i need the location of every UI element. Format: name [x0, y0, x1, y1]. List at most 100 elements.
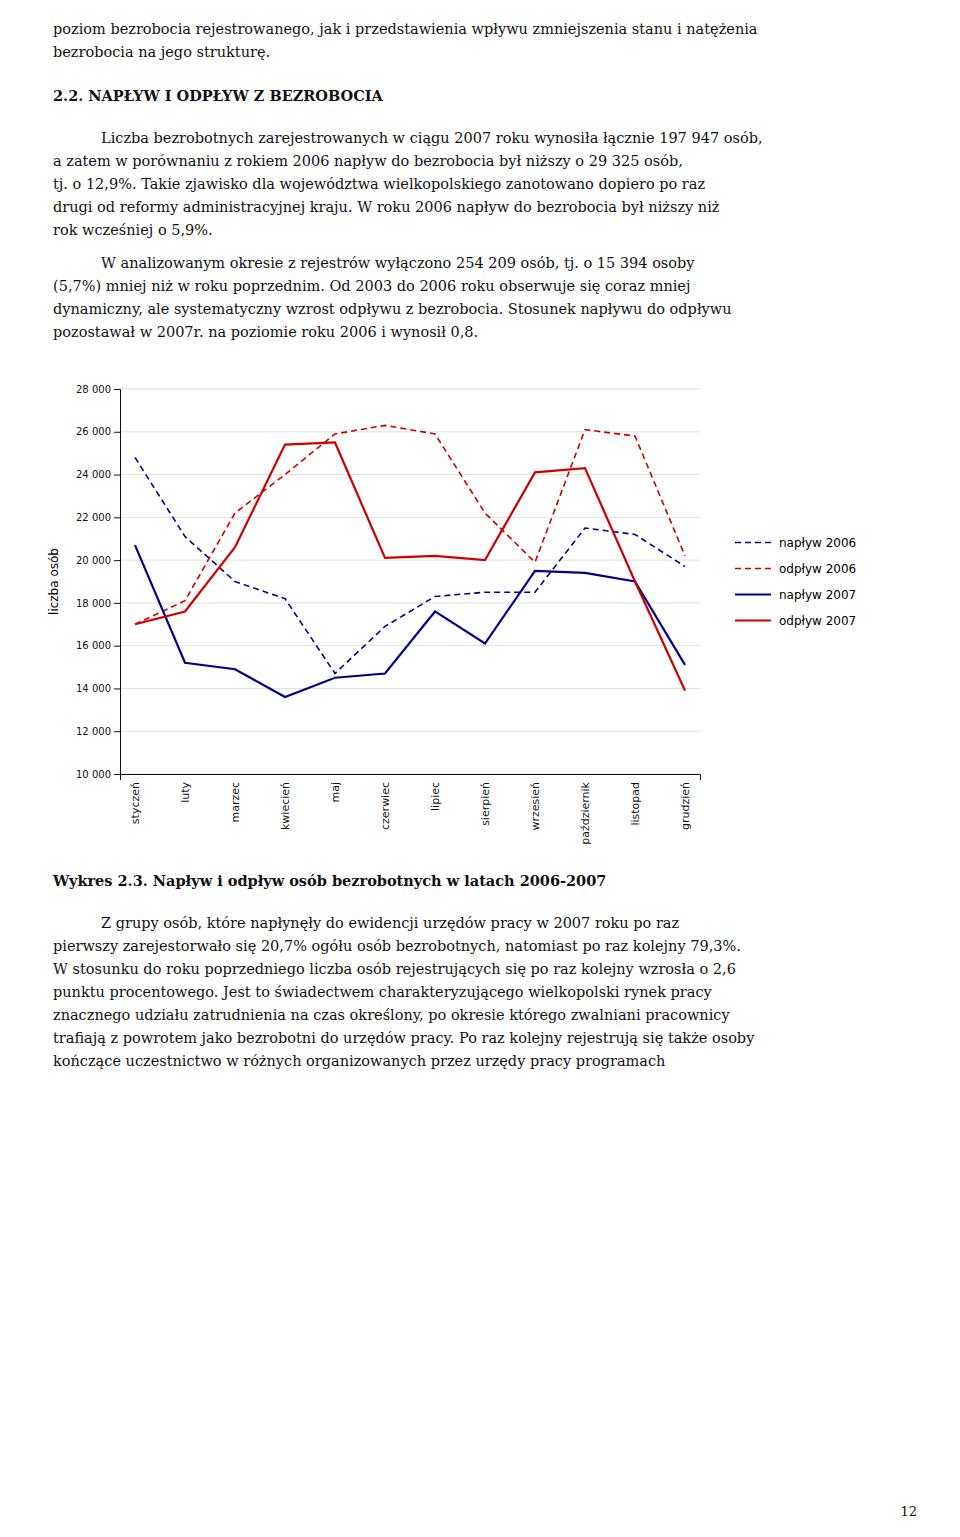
body-line: kończące uczestnictwo w różnych organizo…	[53, 1050, 920, 1073]
x-tick: lipiec	[429, 782, 442, 811]
body-line: trafiają z powrotem jako bezrobotni do u…	[53, 1027, 920, 1050]
body-line: bezrobocia na jego strukturę.	[53, 41, 920, 64]
body-line: rok wcześniej o 5,9%.	[53, 219, 920, 242]
y-tick-mark	[114, 517, 120, 518]
legend-entry: napływ 2006	[735, 536, 856, 550]
legend-entry: napływ 2007	[735, 588, 856, 602]
body-line: znacznego udziału zatrudnienia na czas o…	[53, 1004, 920, 1027]
body-line: W analizowanym okresie z rejestrów wyłąc…	[53, 252, 920, 275]
x-tick: styczeń	[129, 782, 142, 824]
legend-entry: odpływ 2007	[735, 614, 856, 628]
grid-line	[120, 431, 700, 432]
x-tick: listopad	[629, 782, 642, 826]
body-line: Z grupy osób, które napłynęły do ewidenc…	[53, 912, 920, 935]
body-line: W stosunku do roku poprzedniego liczba o…	[53, 958, 920, 981]
y-tick-mark	[114, 731, 120, 732]
y-tick: 10 000	[76, 769, 120, 780]
grid-line	[120, 560, 700, 561]
x-tick: maj	[329, 782, 342, 803]
y-tick: 14 000	[76, 683, 120, 694]
y-tick: 12 000	[76, 726, 120, 737]
body-line: poziom bezrobocia rejestrowanego, jak i …	[53, 18, 920, 41]
y-tick: 20 000	[76, 555, 120, 566]
x-tick-label: październik	[579, 781, 592, 844]
series-line	[135, 425, 685, 624]
legend-label: napływ 2007	[779, 588, 856, 602]
legend: napływ 2006 odpływ 2006 napływ 2007 odpływ …	[735, 536, 856, 628]
y-tick-mark	[114, 688, 120, 689]
legend-label: napływ 2006	[779, 536, 856, 550]
chart-title: Wykres 2.3. Napływ i odpływ osób bezrobo…	[53, 868, 920, 894]
body-line: tj. o 12,9%. Takie zjawisko dla wojewódz…	[53, 173, 920, 196]
y-tick-label: 18 000	[76, 598, 111, 609]
y-axis: 10 000 12 000 14 000 16 000 18 000 20 000 22 0…	[76, 384, 121, 780]
x-tick-label: lipiec	[429, 782, 442, 811]
y-tick-label: 16 000	[76, 640, 111, 651]
y-tick-mark	[114, 603, 120, 604]
y-tick-label: 12 000	[76, 726, 111, 737]
grid-line	[120, 688, 700, 689]
y-tick: 28 000	[76, 384, 120, 395]
legend-label: odpływ 2006	[779, 562, 856, 576]
y-tick: 16 000	[76, 640, 120, 651]
y-tick-mark	[114, 560, 120, 561]
y-tick: 22 000	[76, 512, 120, 523]
x-tick-label: wrzesień	[529, 782, 542, 831]
body-line: dynamiczny, ale systematyczny wzrost odp…	[53, 298, 920, 321]
y-tick-label: 14 000	[76, 683, 111, 694]
x-tick: grudzień	[679, 782, 692, 830]
y-axis-title: liczba osób	[47, 548, 61, 615]
x-tick-label: sierpień	[479, 782, 492, 826]
y-tick: 24 000	[76, 469, 120, 480]
legend-entry: odpływ 2006	[735, 562, 856, 576]
x-tick: marzec	[229, 782, 242, 823]
grid-line	[120, 389, 700, 390]
y-tick-label: 26 000	[76, 426, 111, 437]
x-axis-line	[121, 775, 701, 781]
y-tick: 26 000	[76, 426, 120, 437]
x-tick: luty	[179, 782, 192, 803]
legend-label: odpływ 2007	[779, 614, 856, 628]
y-tick-label: 28 000	[76, 384, 111, 395]
legend-swatch	[735, 542, 771, 544]
grid-line	[120, 645, 700, 646]
x-axis: styczeń luty marzec kwiecień maj czerwiec lipi…	[121, 775, 701, 845]
series-line	[135, 442, 685, 690]
body-line: a zatem w porównaniu z rokiem 2006 napły…	[53, 150, 920, 173]
y-tick-mark	[114, 646, 120, 647]
grid-line	[120, 517, 700, 518]
section-heading: 2.2. NAPŁYW I ODPŁYW Z BEZROBOCIA	[53, 84, 920, 107]
y-tick-label: 24 000	[76, 469, 111, 480]
x-tick-label: listopad	[629, 782, 642, 826]
legend-swatch	[735, 593, 771, 595]
y-tick-mark	[114, 389, 120, 390]
y-tick-label: 10 000	[76, 769, 111, 780]
body-line: (5,7%) mniej niż w roku poprzednim. Od 2…	[53, 275, 920, 298]
x-tick-label: styczeń	[129, 782, 142, 824]
series-line	[135, 545, 685, 697]
x-tick-label: czerwiec	[379, 782, 392, 830]
body-line: pierwszy zarejestorwało się 20,7% ogółu …	[53, 935, 920, 958]
y-tick-mark	[114, 432, 120, 433]
chart: 10 000 12 000 14 000 16 000 18 000 20 000 22 0…	[0, 364, 960, 864]
x-tick-label: luty	[179, 782, 192, 803]
x-tick-label: grudzień	[679, 782, 692, 830]
grid-line	[120, 731, 700, 732]
y-tick-label: 22 000	[76, 512, 111, 523]
x-tick-label: maj	[329, 782, 342, 803]
x-tick-label: marzec	[229, 782, 242, 823]
legend-swatch	[735, 619, 771, 621]
legend-swatch	[735, 568, 771, 570]
y-tick-label: 20 000	[76, 555, 111, 566]
y-tick-mark	[114, 475, 120, 476]
x-tick: październik	[579, 781, 592, 844]
x-tick-label: kwiecień	[279, 782, 292, 830]
x-tick: sierpień	[479, 782, 492, 826]
body-line: pozostawał w 2007r. na poziomie roku 200…	[53, 321, 920, 344]
x-tick: czerwiec	[379, 782, 392, 830]
y-tick-mark	[114, 774, 120, 775]
y-axis-line	[114, 390, 121, 775]
body-line: Liczba bezrobotnych zarejestrowanych w c…	[53, 127, 920, 150]
x-tick: kwiecień	[279, 782, 292, 830]
plot-area	[135, 425, 685, 697]
